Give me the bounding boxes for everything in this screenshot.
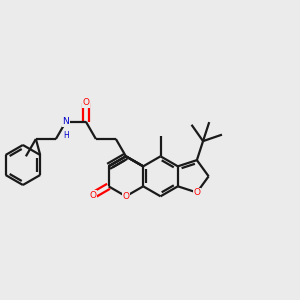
Text: O: O [194,188,200,197]
Text: O: O [82,98,89,107]
Text: N: N [62,117,69,126]
Text: O: O [89,191,97,200]
Text: O: O [122,192,129,201]
Text: H: H [63,131,69,140]
